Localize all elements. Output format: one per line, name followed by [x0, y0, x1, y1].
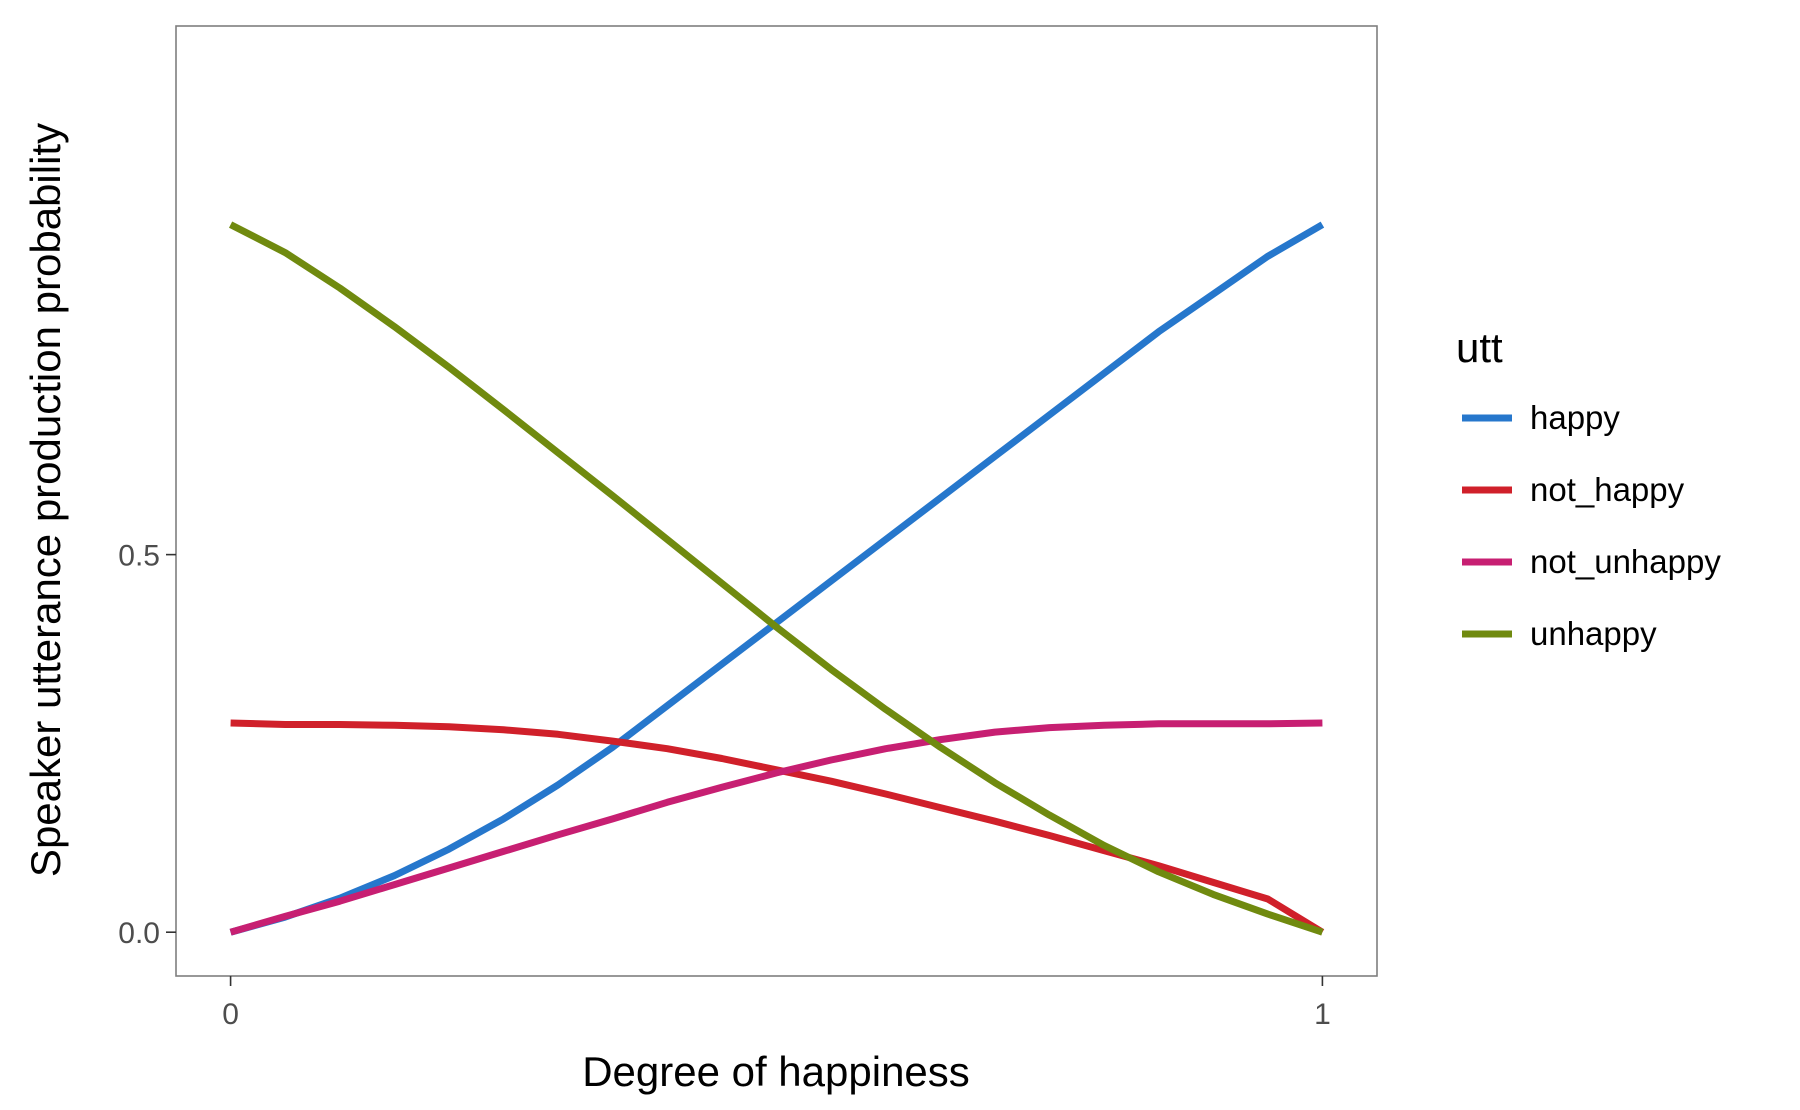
x-axis-title: Degree of happiness [582, 1048, 970, 1095]
legend-label-happy: happy [1530, 399, 1620, 436]
plot-panel [175, 25, 1378, 977]
legend-label-not-unhappy: not_unhappy [1530, 543, 1721, 580]
x-tick-label: 1 [1314, 998, 1331, 1031]
series-lines [229, 221, 1325, 936]
legend-title: utt [1456, 324, 1503, 371]
x-tick-label: 0 [222, 998, 239, 1031]
y-tick-label: 0.5 [118, 540, 160, 573]
y-axis: 0.0 0.5 [118, 540, 176, 950]
y-tick-label: 0.0 [118, 917, 160, 950]
series-line-unhappy [229, 221, 1324, 936]
series-line-not-unhappy [229, 719, 1323, 936]
legend-label-unhappy: unhappy [1530, 615, 1657, 652]
legend-label-not-happy: not_happy [1530, 471, 1685, 508]
y-axis-title: Speaker utterance production probability [22, 123, 69, 877]
series-line-happy [229, 221, 1325, 936]
